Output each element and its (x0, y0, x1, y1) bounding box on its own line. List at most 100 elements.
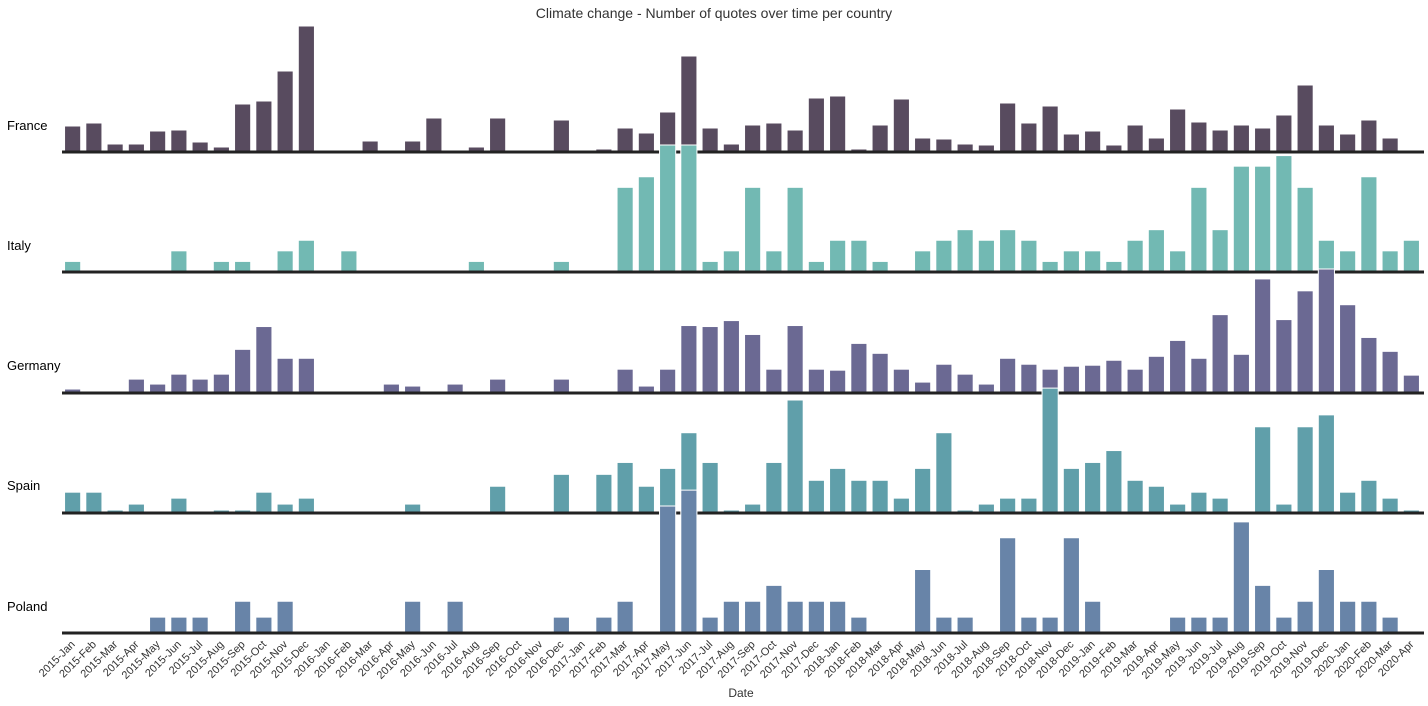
bar-spain-2017-Nov (786, 399, 804, 514)
bar-germany-2015-Aug (212, 373, 230, 394)
bar-poland-2018-Sep (999, 537, 1017, 634)
bar-france-2018-Jan (829, 95, 847, 153)
bar-poland-2017-Nov (786, 600, 804, 634)
bar-france-2016-Jun (425, 117, 443, 153)
bar-italy-2019-Aug (1232, 165, 1250, 273)
bar-spain-2015-Oct (255, 491, 273, 514)
bar-poland-2017-Sep (744, 600, 762, 634)
bar-france-2016-Dec (552, 119, 570, 153)
bar-germany-2020-Mar (1381, 350, 1399, 394)
bar-spain-2019-Jan (1084, 461, 1102, 514)
bar-spain-2015-Jan (64, 491, 82, 514)
bar-france-2019-Dec (1317, 124, 1335, 153)
bar-france-2018-Mar (871, 124, 889, 153)
bar-germany-2019-Feb (1105, 359, 1123, 394)
bar-germany-2017-Sep (744, 333, 762, 394)
bar-poland-2015-Jun (170, 616, 188, 634)
x-axis-label: Date (728, 686, 754, 700)
bar-spain-2018-Feb (850, 479, 868, 514)
row-label-spain: Spain (7, 478, 40, 493)
chart-panels: France Italy Germany Spain Poland (7, 25, 1424, 635)
bar-france-2018-Nov (1041, 105, 1059, 153)
bar-spain-2019-Dec (1317, 414, 1335, 514)
bar-france-2017-Sep (744, 124, 762, 153)
bar-italy-2019-May (1169, 250, 1187, 273)
bar-poland-2016-May (404, 600, 422, 634)
bar-germany-2017-Jun (680, 325, 698, 394)
bar-france-2019-Sep (1254, 127, 1272, 153)
bar-italy-2015-Jun (170, 250, 188, 273)
bar-poland-2018-Jan (829, 600, 847, 634)
bar-germany-2020-Feb (1360, 336, 1378, 394)
bar-spain-2017-Jul (701, 461, 719, 514)
bar-italy-2017-Nov (786, 186, 804, 273)
bar-france-2018-May (914, 137, 932, 153)
bar-france-2015-Jan (64, 125, 82, 153)
bar-italy-2018-Oct (1020, 239, 1038, 273)
bar-italy-2018-May (914, 250, 932, 273)
bar-spain-2018-Apr (892, 497, 910, 514)
bar-italy-2018-Aug (977, 239, 995, 273)
bar-italy-2016-Feb (340, 250, 358, 273)
bar-france-2017-Mar (616, 127, 634, 153)
bar-poland-2017-Mar (616, 600, 634, 634)
bar-italy-2016-Aug (467, 260, 485, 273)
panel-france: France (7, 25, 1424, 154)
bar-poland-2020-Jan (1339, 600, 1357, 634)
bar-italy-2018-Dec (1062, 250, 1080, 273)
bar-poland-2018-Dec (1062, 537, 1080, 634)
bar-france-2015-Sep (234, 103, 252, 153)
panel-germany: Germany (7, 268, 1424, 395)
bar-poland-2019-Aug (1232, 521, 1250, 634)
bar-italy-2019-Jan (1084, 250, 1102, 273)
bar-poland-2016-Dec (552, 616, 570, 634)
bar-germany-2017-May (659, 368, 677, 394)
bar-spain-2019-Nov (1296, 426, 1314, 514)
bar-spain-2017-Mar (616, 461, 634, 514)
bar-germany-2018-Sep (999, 357, 1017, 394)
bar-spain-2018-Sep (999, 497, 1017, 514)
bar-spain-2018-Jun (935, 432, 953, 514)
bar-spain-2020-Jan (1339, 491, 1357, 514)
bar-germany-2015-Dec (297, 357, 315, 394)
bar-poland-2015-Sep (234, 600, 252, 634)
bar-spain-2019-Sep (1254, 426, 1272, 514)
bar-germany-2019-Jun (1190, 357, 1208, 394)
bar-poland-2020-Mar (1381, 616, 1399, 634)
bar-france-2018-Sep (999, 102, 1017, 153)
bar-spain-2015-Dec (297, 497, 315, 514)
bar-italy-2015-Dec (297, 239, 315, 273)
bar-france-2017-Oct (765, 122, 783, 153)
bar-italy-2020-Jan (1339, 250, 1357, 273)
bar-italy-2017-May (659, 144, 677, 273)
bar-spain-2018-Jan (829, 467, 847, 514)
bar-germany-2017-Oct (765, 368, 783, 394)
bar-italy-2019-Nov (1296, 186, 1314, 273)
bar-poland-2017-Oct (765, 584, 783, 634)
bar-italy-2018-Nov (1041, 260, 1059, 273)
bar-spain-2015-Feb (85, 491, 103, 514)
bar-germany-2019-Aug (1232, 353, 1250, 394)
bar-spain-2017-Dec (807, 479, 825, 514)
bar-france-2019-Jan (1084, 130, 1102, 153)
bar-poland-2018-Jul (956, 616, 974, 634)
bar-italy-2017-Jun (680, 144, 698, 273)
bar-poland-2017-Jun (680, 489, 698, 634)
panel-poland: Poland (7, 489, 1424, 635)
bar-france-2015-Jun (170, 129, 188, 153)
bar-germany-2018-Jan (829, 369, 847, 394)
bar-france-2017-Apr (637, 132, 655, 153)
bar-poland-2020-Feb (1360, 600, 1378, 634)
bar-italy-2015-Sep (234, 260, 252, 273)
bar-italy-2019-Apr (1147, 229, 1165, 273)
bar-germany-2017-Aug (722, 320, 740, 394)
bar-germany-2018-Feb (850, 342, 868, 394)
bar-italy-2018-Jul (956, 229, 974, 273)
bar-spain-2017-Oct (765, 461, 783, 514)
bar-poland-2017-Aug (722, 600, 740, 634)
bar-poland-2017-Jul (701, 616, 719, 634)
bar-germany-2018-Mar (871, 352, 889, 394)
bar-spain-2016-Sep (489, 485, 507, 514)
bar-italy-2020-Feb (1360, 176, 1378, 273)
